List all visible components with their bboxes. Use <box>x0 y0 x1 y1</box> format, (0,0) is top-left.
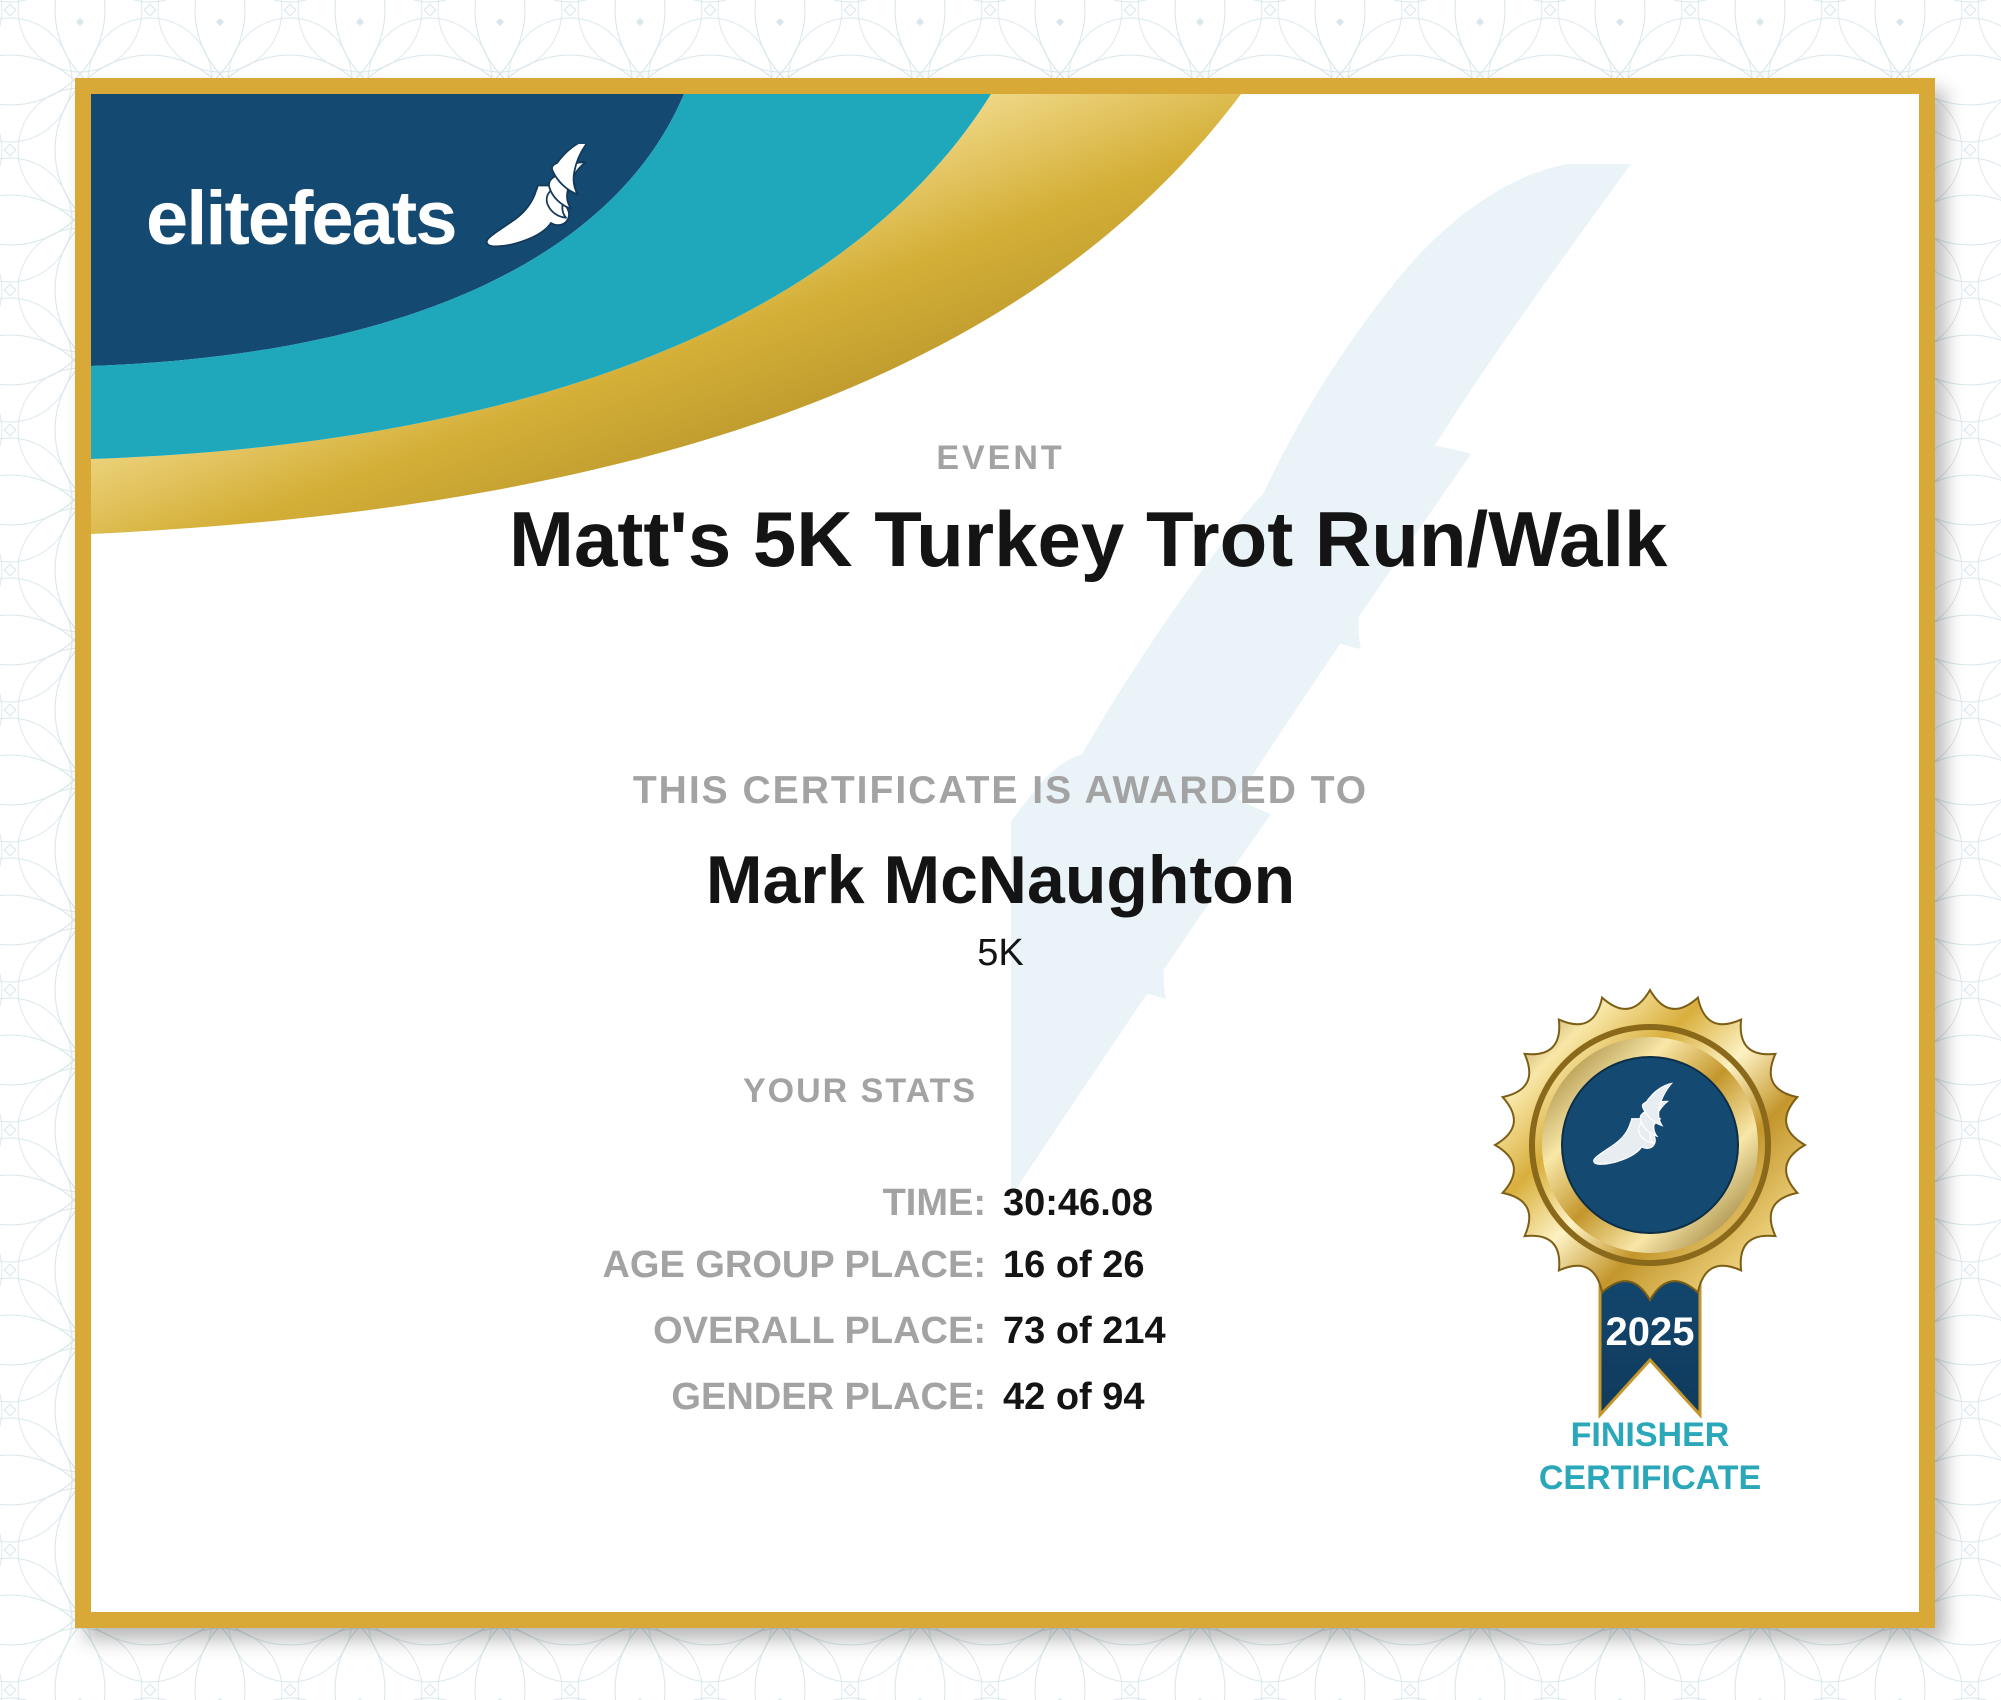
svg-text:2025: 2025 <box>1606 1310 1695 1354</box>
svg-text:elitefeats: elitefeats <box>146 176 456 261</box>
